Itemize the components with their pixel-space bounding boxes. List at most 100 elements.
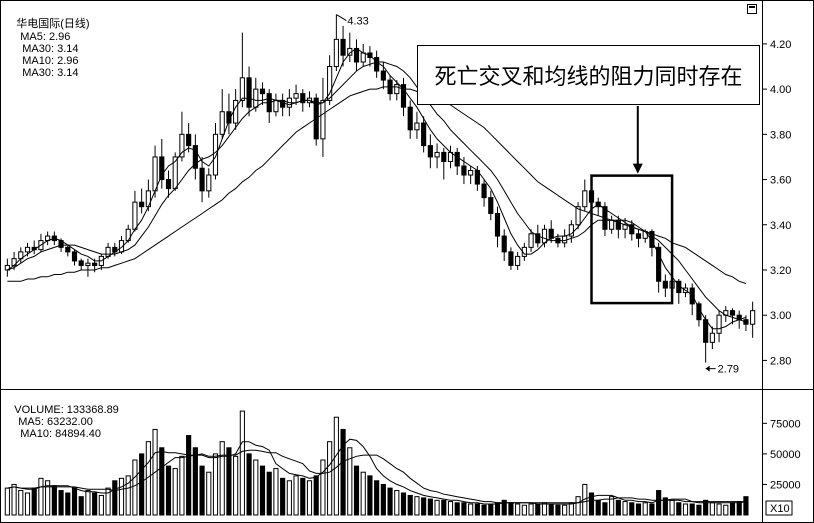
volume-bar [421,497,427,516]
candle-body [541,228,548,244]
volume-bar [454,502,460,516]
volume-bar [615,499,621,516]
volume-bar [588,492,595,516]
volume-bar [192,447,198,516]
candle-body [65,246,71,253]
ma30-label: MA30: 3.14 [22,43,79,55]
candle-body [743,319,749,325]
candle [165,170,172,198]
volume-bar [320,459,326,516]
volume-bar [682,503,689,516]
candle [568,220,574,243]
volume-bar [729,502,736,516]
volume-bar [447,501,454,516]
candle-body [548,228,554,239]
candle-body [421,122,427,147]
candle-body [380,70,386,81]
candle [387,75,393,101]
volume-bar [212,453,219,516]
volume-bar [11,483,17,516]
candle [212,123,219,180]
volume-bar [521,504,527,516]
candle-body [629,224,635,235]
candle-body [179,133,185,158]
volume-axis-tick-label: 75000 [770,418,801,430]
volume-unit-frame [765,500,793,516]
candle-body [212,133,219,176]
volume-bar [461,502,467,516]
candle [139,188,145,214]
volume-bar [58,490,64,516]
candle-body [656,246,662,282]
high-marker-arrow [336,14,347,21]
volume-bar [723,504,729,516]
volume-bar [575,496,581,516]
volume-bar [662,497,668,516]
volume-bar [669,499,675,516]
candle-body [78,260,84,266]
volume-ma-line-ma10 [7,449,746,504]
annotation-arrow-head [632,163,643,174]
candle [293,84,299,105]
candle-body [703,319,709,343]
chart-title: 华电国际(日线) [16,18,90,30]
volume-bar [474,503,480,516]
volume-bar [541,502,548,516]
volume-ma10-label: MA10: 84894.40 [20,428,101,440]
candle-body [233,99,239,124]
candle-body [259,88,266,95]
candle-body [24,246,31,253]
candle-body [414,122,420,131]
candle-body [481,183,487,199]
candle-body [340,38,346,56]
candle-body [333,38,339,68]
candle [750,301,756,338]
candle [656,242,662,293]
candle-body [528,233,534,248]
candle-body [400,84,407,108]
candle [562,229,568,248]
candle-body [186,133,192,147]
volume-bar [441,499,447,516]
annotation-box: 死亡交叉和均线的阻力同时存在 [417,45,760,105]
maximize-button[interactable] [747,4,757,14]
volume-bar [112,480,118,516]
candle [394,80,400,101]
volume-bar [434,499,440,516]
candle [635,229,642,248]
candle [602,202,608,237]
volume-bar [105,487,111,516]
volume-bar [488,503,494,516]
candle [421,116,427,153]
volume-bar [407,494,413,516]
volume-bar [38,477,44,516]
volume-bar [622,501,628,516]
candle [360,43,366,67]
candle [38,233,44,252]
volume-bar [4,487,10,516]
candle-body [152,156,158,192]
candle-body [729,310,736,316]
candle [689,283,695,316]
volume-bar [280,477,286,516]
candle-body [239,77,245,101]
candle [609,215,615,234]
ma5-label: MA5: 2.96 [20,31,71,43]
candle-body [575,206,581,226]
volume-ma-line-ma5 [7,438,746,505]
volume-bar [649,503,655,516]
volume-bar [132,459,138,516]
volume-bar [501,499,507,516]
candle-body [488,197,494,214]
candle-body [582,190,588,208]
candle [239,32,245,108]
price-axis-tick-label: 3.40 [770,220,791,232]
price-axis-tick-label: 2.80 [770,355,791,367]
candle [374,50,380,78]
volume-bar [414,496,420,516]
volume-bar [353,465,360,516]
candle-body [461,165,467,176]
candle [508,247,514,270]
candle [582,179,588,212]
